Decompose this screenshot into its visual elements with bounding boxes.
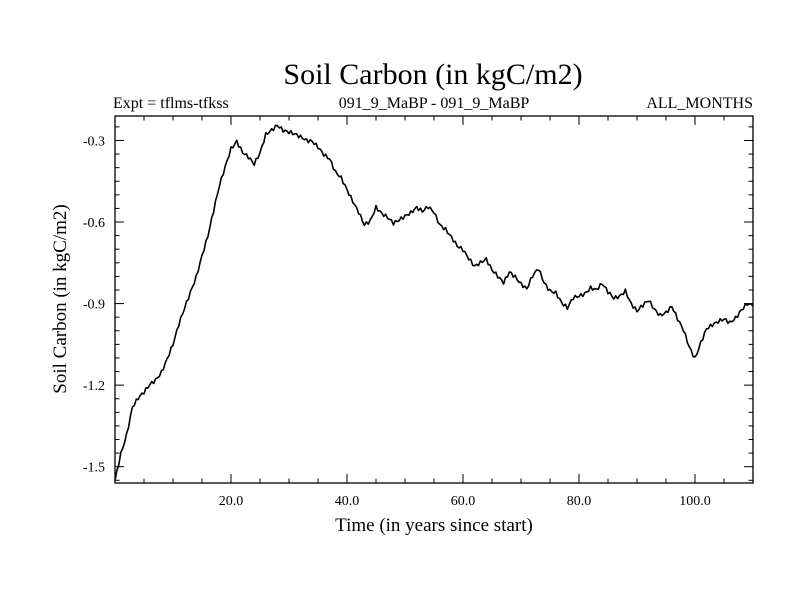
x-axis-label: Time (in years since start) (335, 515, 533, 536)
y-tick-label: -0.6 (83, 216, 105, 231)
tick-labels: 20.0 40.0 60.0 80.0 100.0 -1.5 -1.2 -0.9 -0.6 -0.… (83, 134, 711, 509)
y-tick-label: -1.5 (83, 461, 105, 476)
x-tick-label: 20.0 (219, 494, 244, 509)
x-tick-label: 60.0 (451, 494, 476, 509)
series-line-soil-carbon (114, 124, 754, 481)
subtitle-period: 091_9_MaBP - 091_9_MaBP (339, 95, 530, 112)
x-tick-label: 100.0 (679, 494, 711, 509)
y-tick-label: -1.2 (83, 379, 105, 394)
chart-title: Soil Carbon (in kgC/m2) (283, 58, 582, 91)
axis-ticks (115, 116, 753, 483)
subtitle-months: ALL_MONTHS (646, 95, 753, 112)
plot-frame (114, 115, 754, 484)
x-tick-label: 40.0 (335, 494, 360, 509)
subtitle-experiment: Expt = tflms-tfkss (113, 95, 229, 112)
y-tick-label: -0.3 (83, 134, 105, 149)
y-axis-label: Soil Carbon (in kgC/m2) (50, 204, 71, 393)
x-tick-label: 80.0 (567, 494, 592, 509)
y-tick-label: -0.9 (83, 298, 105, 313)
series-layer (114, 124, 754, 481)
